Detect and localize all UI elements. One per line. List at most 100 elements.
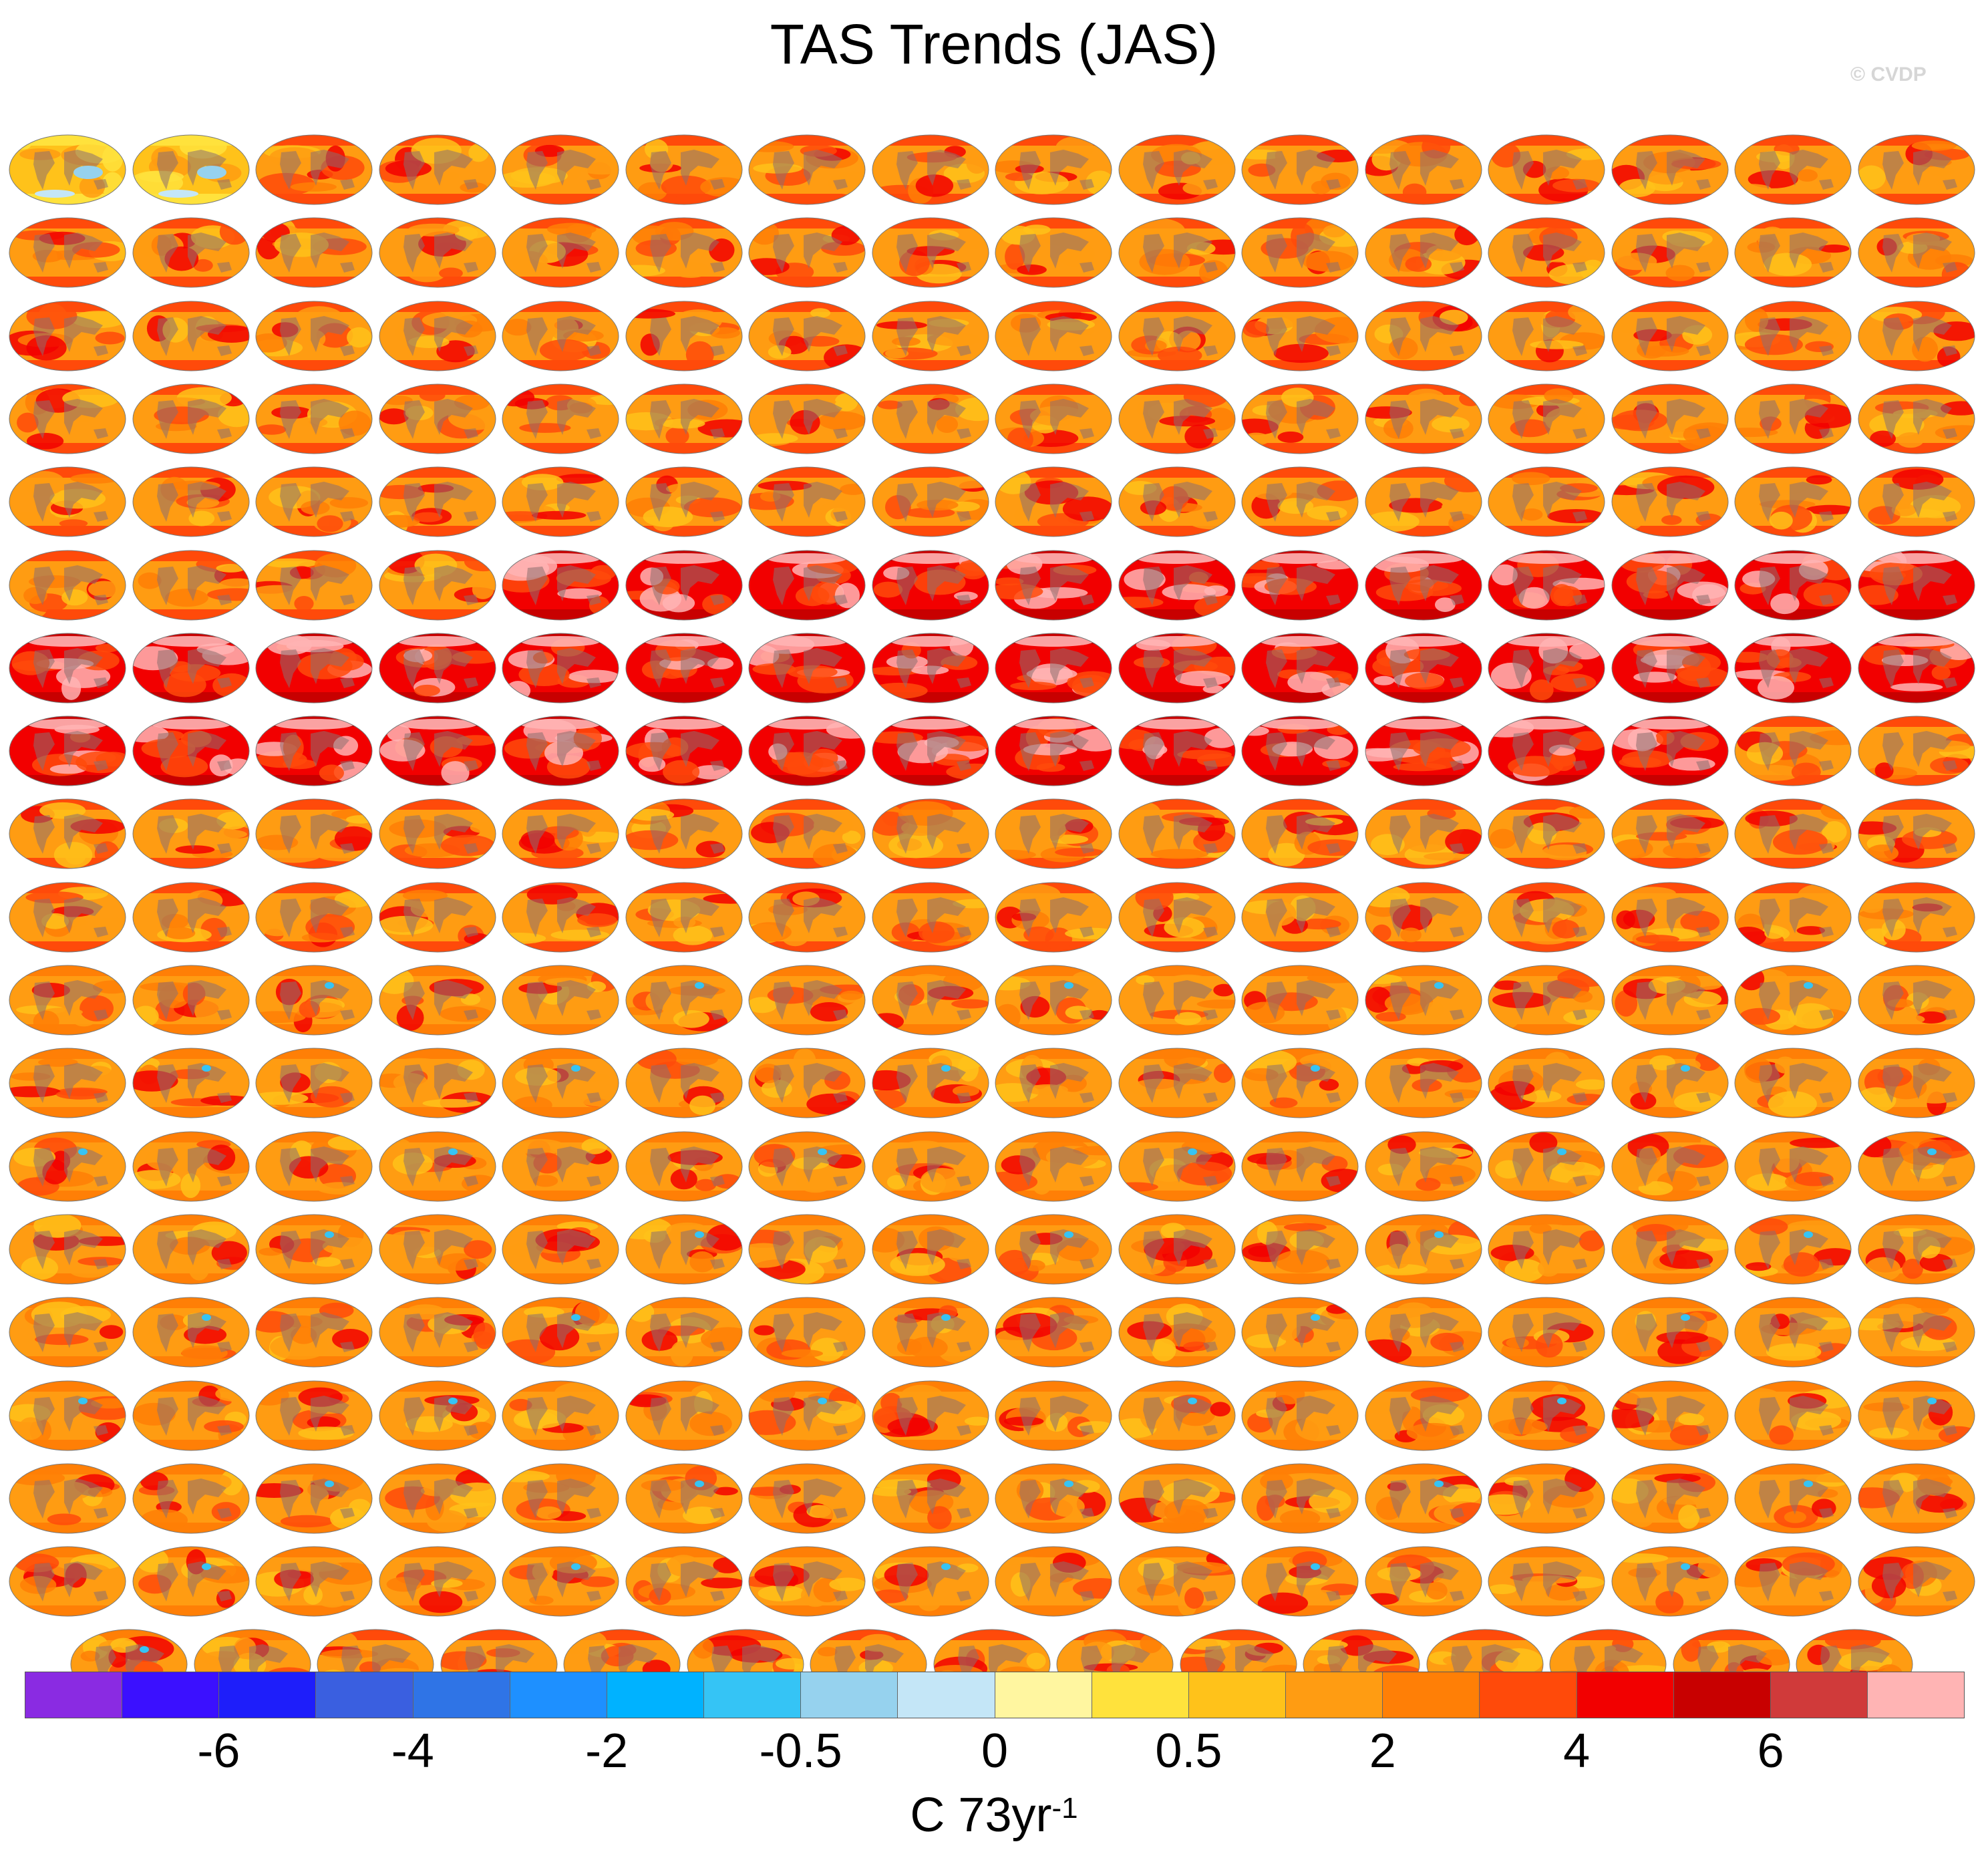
trend-map-panel — [1857, 880, 1976, 955]
trend-map-panel — [1611, 796, 1729, 871]
trend-map-panel — [378, 796, 497, 871]
trend-map-panel — [871, 963, 990, 1038]
trend-map-panel — [625, 548, 743, 623]
trend-map-panel — [8, 631, 127, 706]
colorbar-tick-label: 0 — [981, 1724, 1009, 1778]
trend-map-panel — [378, 631, 497, 706]
trend-map-panel — [625, 631, 743, 706]
trend-map-panel — [1611, 880, 1729, 955]
trend-map-panel — [8, 963, 127, 1038]
trend-map-panel — [748, 714, 866, 788]
colorbar-segment — [1867, 1672, 1965, 1718]
trend-map-panel — [1240, 880, 1359, 955]
trend-map-panel — [871, 1378, 990, 1453]
units-superscript: -1 — [1051, 1792, 1078, 1825]
trend-map-panel — [8, 1544, 127, 1619]
trend-map-panel — [501, 714, 620, 788]
trend-map-panel — [1857, 1378, 1976, 1453]
trend-map-panel — [1733, 1461, 1852, 1536]
trend-map-panel — [1857, 1544, 1976, 1619]
page-title: TAS Trends (JAS) — [770, 13, 1218, 75]
trend-map-panel — [1240, 299, 1359, 373]
trend-map-panel — [871, 132, 990, 207]
trend-map-panel — [255, 1544, 373, 1619]
trend-map-panel — [1857, 714, 1976, 788]
colorbar-tick-label: -4 — [391, 1724, 434, 1778]
trend-map-panel — [994, 299, 1113, 373]
trend-map-panel — [748, 1129, 866, 1204]
colorbar-tick-label: 6 — [1757, 1724, 1784, 1778]
trend-map-panel — [1487, 796, 1606, 871]
colorbar-segment — [607, 1672, 705, 1718]
trend-map-panel — [8, 1212, 127, 1287]
trend-map-panel — [1240, 132, 1359, 207]
trend-map-panel — [625, 714, 743, 788]
trend-map-panel — [255, 631, 373, 706]
trend-map-panel — [378, 299, 497, 373]
trend-map-panel — [1240, 1212, 1359, 1287]
trend-map-panel — [1733, 1544, 1852, 1619]
trend-map-panel — [1118, 464, 1236, 539]
colorbar-segment — [122, 1672, 220, 1718]
trend-map-panel — [1364, 796, 1483, 871]
trend-map-panel — [378, 215, 497, 290]
trend-map-panel — [8, 1378, 127, 1453]
trend-map-panel — [255, 215, 373, 290]
trend-map-panel — [1240, 714, 1359, 788]
trend-map-panel — [255, 963, 373, 1038]
trend-map-panel — [871, 1295, 990, 1370]
trend-map-panel — [748, 1378, 866, 1453]
trend-map-panel — [378, 381, 497, 456]
colorbar-tick-label: 4 — [1563, 1724, 1591, 1778]
trend-map-panel — [748, 215, 866, 290]
trend-map-panel — [1487, 548, 1606, 623]
trend-map-panel — [1857, 299, 1976, 373]
trend-map-panel — [501, 1295, 620, 1370]
trend-map-panel — [255, 1129, 373, 1204]
trend-map-panel — [1733, 299, 1852, 373]
trend-map-panel — [501, 464, 620, 539]
trend-map-panel — [871, 880, 990, 955]
trend-map-panel — [1487, 1295, 1606, 1370]
trend-map-panel — [748, 1295, 866, 1370]
colorbar — [25, 1672, 1965, 1718]
trend-map-panel — [625, 1212, 743, 1287]
trend-map-panel — [1364, 548, 1483, 623]
colorbar-segment — [413, 1672, 510, 1718]
trend-map-panel — [1364, 381, 1483, 456]
trend-map-panel — [1611, 1461, 1729, 1536]
trend-map-panel — [1364, 1544, 1483, 1619]
trend-map-panel — [625, 132, 743, 207]
colorbar-segment — [801, 1672, 898, 1718]
trend-map-panel — [1240, 215, 1359, 290]
trend-map-panel — [1364, 1046, 1483, 1120]
trend-map-panel — [8, 1461, 127, 1536]
trend-map-panel — [1857, 1046, 1976, 1120]
colorbar-segment — [1286, 1672, 1383, 1718]
trend-map-panel — [1118, 631, 1236, 706]
trend-map-panel — [1118, 215, 1236, 290]
trend-map-panel — [1240, 1378, 1359, 1453]
trend-map-panel — [378, 464, 497, 539]
trend-map-panel — [8, 548, 127, 623]
trend-map-panel — [8, 381, 127, 456]
trend-map-panel — [378, 132, 497, 207]
trend-map-panel — [132, 1212, 251, 1287]
trend-map-panel — [994, 215, 1113, 290]
colorbar-segment — [1480, 1672, 1577, 1718]
trend-map-panel — [1611, 1544, 1729, 1619]
trend-map-panel — [1733, 796, 1852, 871]
colorbar-segment — [995, 1672, 1092, 1718]
trend-map-panel — [1733, 1378, 1852, 1453]
trend-map-panel — [994, 880, 1113, 955]
trend-map-panel — [994, 963, 1113, 1038]
trend-map-panel — [1487, 963, 1606, 1038]
trend-map-panel — [871, 548, 990, 623]
trend-map-panel — [1611, 963, 1729, 1038]
trend-map-panel — [871, 215, 990, 290]
trend-map-panel — [748, 963, 866, 1038]
trend-map-panel — [1240, 548, 1359, 623]
trend-map-panel — [378, 1295, 497, 1370]
trend-map-panel — [748, 381, 866, 456]
trend-map-panel — [1240, 1129, 1359, 1204]
